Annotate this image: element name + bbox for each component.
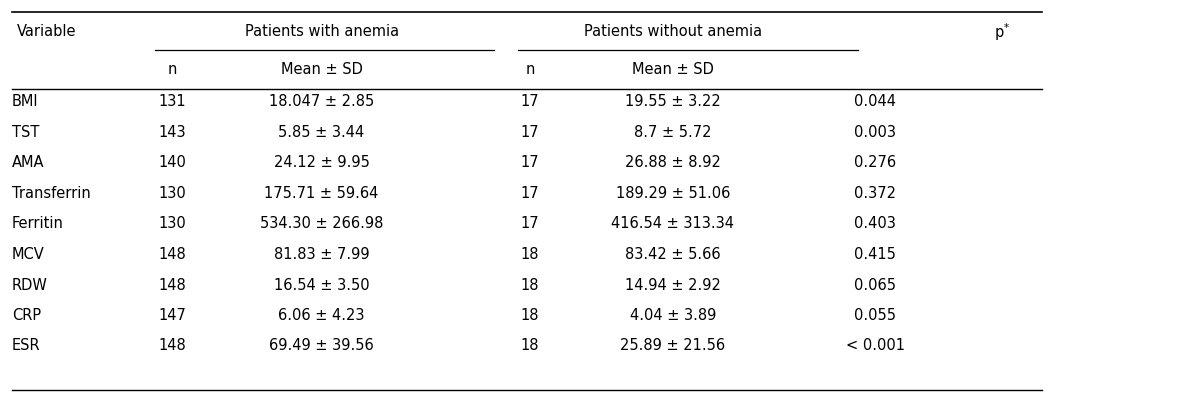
Text: 534.30 ± 266.98: 534.30 ± 266.98 (260, 216, 384, 231)
Text: Mean ± SD: Mean ± SD (281, 62, 362, 77)
Text: 8.7 ± 5.72: 8.7 ± 5.72 (634, 125, 712, 140)
Text: 416.54 ± 313.34: 416.54 ± 313.34 (611, 216, 735, 231)
Text: TST: TST (12, 125, 39, 140)
Text: 19.55 ± 3.22: 19.55 ± 3.22 (625, 94, 721, 110)
Text: 0.276: 0.276 (854, 156, 897, 170)
Text: 6.06 ± 4.23: 6.06 ± 4.23 (279, 308, 364, 323)
Text: 189.29 ± 51.06: 189.29 ± 51.06 (616, 186, 730, 201)
Text: 140: 140 (158, 156, 187, 170)
Text: 26.88 ± 8.92: 26.88 ± 8.92 (625, 156, 721, 170)
Text: Mean ± SD: Mean ± SD (632, 62, 713, 77)
Text: 0.055: 0.055 (854, 308, 897, 323)
Text: ESR: ESR (12, 339, 40, 353)
Text: 130: 130 (158, 216, 187, 231)
Text: 0.044: 0.044 (854, 94, 897, 110)
Text: 69.49 ± 39.56: 69.49 ± 39.56 (269, 339, 374, 353)
Text: p$^{*}$: p$^{*}$ (994, 21, 1011, 43)
Text: 5.85 ± 3.44: 5.85 ± 3.44 (279, 125, 364, 140)
Text: 18: 18 (520, 308, 540, 323)
Text: 83.42 ± 5.66: 83.42 ± 5.66 (625, 247, 721, 262)
Text: 17: 17 (520, 186, 540, 201)
Text: n: n (525, 62, 535, 77)
Text: < 0.001: < 0.001 (846, 339, 905, 353)
Text: 131: 131 (158, 94, 187, 110)
Text: 81.83 ± 7.99: 81.83 ± 7.99 (274, 247, 369, 262)
Text: CRP: CRP (12, 308, 40, 323)
Text: Patients with anemia: Patients with anemia (244, 25, 399, 39)
Text: 18: 18 (520, 247, 540, 262)
Text: Ferritin: Ferritin (12, 216, 64, 231)
Text: 147: 147 (158, 308, 187, 323)
Text: 17: 17 (520, 156, 540, 170)
Text: 24.12 ± 9.95: 24.12 ± 9.95 (274, 156, 369, 170)
Text: n: n (168, 62, 177, 77)
Text: 18: 18 (520, 278, 540, 293)
Text: 18.047 ± 2.85: 18.047 ± 2.85 (269, 94, 374, 110)
Text: 0.403: 0.403 (854, 216, 897, 231)
Text: Patients without anemia: Patients without anemia (584, 25, 762, 39)
Text: 148: 148 (158, 339, 187, 353)
Text: 148: 148 (158, 247, 187, 262)
Text: 16.54 ± 3.50: 16.54 ± 3.50 (274, 278, 369, 293)
Text: MCV: MCV (12, 247, 44, 262)
Text: RDW: RDW (12, 278, 48, 293)
Text: 0.372: 0.372 (854, 186, 897, 201)
Text: 4.04 ± 3.89: 4.04 ± 3.89 (630, 308, 716, 323)
Text: 17: 17 (520, 125, 540, 140)
Text: 148: 148 (158, 278, 187, 293)
Text: BMI: BMI (12, 94, 38, 110)
Text: 18: 18 (520, 339, 540, 353)
Text: 0.415: 0.415 (854, 247, 897, 262)
Text: 175.71 ± 59.64: 175.71 ± 59.64 (264, 186, 379, 201)
Text: 14.94 ± 2.92: 14.94 ± 2.92 (625, 278, 721, 293)
Text: 0.065: 0.065 (854, 278, 897, 293)
Text: 17: 17 (520, 216, 540, 231)
Text: 143: 143 (158, 125, 187, 140)
Text: Variable: Variable (17, 25, 76, 39)
Text: 25.89 ± 21.56: 25.89 ± 21.56 (621, 339, 725, 353)
Text: 17: 17 (520, 94, 540, 110)
Text: Transferrin: Transferrin (12, 186, 91, 201)
Text: 130: 130 (158, 186, 187, 201)
Text: AMA: AMA (12, 156, 44, 170)
Text: 0.003: 0.003 (854, 125, 897, 140)
